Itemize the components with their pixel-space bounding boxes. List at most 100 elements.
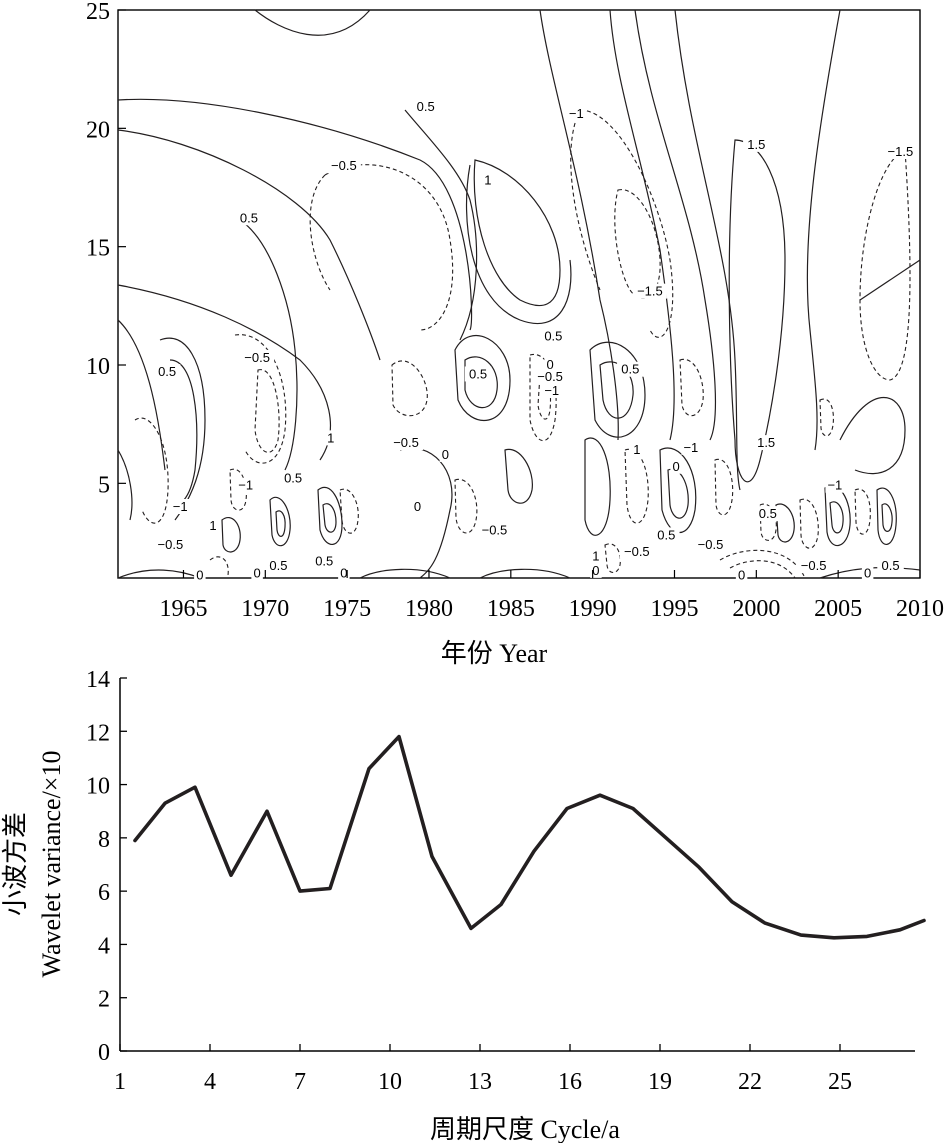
contour-line xyxy=(404,109,478,341)
contour-label-background xyxy=(533,368,568,384)
y-tick-label: 8 xyxy=(98,827,110,853)
y-tick-label: 15 xyxy=(86,236,110,262)
contour-label-group: −0.5 xyxy=(389,435,424,451)
x-tick-label: 19 xyxy=(648,1069,672,1095)
x-tick-label: 1 xyxy=(114,1069,126,1095)
contour-label: −1 xyxy=(238,478,253,493)
contour-line xyxy=(117,129,381,361)
y-axis-title-en: Wavelet variance/×10 xyxy=(37,751,66,978)
contour-line xyxy=(454,335,511,422)
contour-line xyxy=(479,568,571,579)
contour-label-group: −0.5 xyxy=(533,368,568,384)
contour-label-background xyxy=(236,477,256,493)
contour-label-background xyxy=(412,99,439,115)
contour-line xyxy=(504,448,533,504)
contour-label: 0.5 xyxy=(315,553,333,568)
contour-label-group: 0.5 xyxy=(235,210,263,226)
contour-line xyxy=(634,9,717,441)
contour-label: −0.5 xyxy=(158,537,184,552)
contour-label-background xyxy=(681,439,701,455)
contour-label-group: 0.5 xyxy=(153,364,181,380)
contour-line xyxy=(221,517,241,553)
x-tick-label: 22 xyxy=(738,1069,762,1095)
contour-line xyxy=(465,164,572,325)
contour-line xyxy=(714,458,734,516)
contour-label-group: 0.5 xyxy=(754,506,782,522)
contour-line xyxy=(529,353,557,442)
x-axis-title: 周期尺度 Cycle/a xyxy=(430,1115,620,1143)
contour-label: 0 xyxy=(414,499,421,514)
contour-line xyxy=(539,9,619,441)
contour-lines-negative xyxy=(134,109,911,579)
y-tick-label: 10 xyxy=(86,354,110,380)
contour-label-background xyxy=(861,565,874,581)
contour-label-background xyxy=(464,366,492,382)
contour-label-background xyxy=(540,328,567,344)
y-tick-label: 14 xyxy=(86,667,110,693)
x-tick-label: 1965 xyxy=(159,596,207,622)
contour-label-group: 0 xyxy=(338,565,350,581)
contour-label-background xyxy=(389,435,424,451)
contour-label-group: −0.5 xyxy=(477,522,512,538)
contour-label-background xyxy=(240,349,275,365)
contour-label-background xyxy=(877,558,904,574)
contour-label: 1 xyxy=(327,430,334,445)
contour-label-background xyxy=(207,517,219,533)
contour-line xyxy=(759,503,777,541)
y-tick-label: 25 xyxy=(86,0,110,25)
contour-label-group: 0.5 xyxy=(310,553,338,569)
x-tick-label: 1980 xyxy=(405,596,453,622)
contour-label-background xyxy=(477,522,512,538)
contour-label-group: −1 xyxy=(542,383,562,399)
contour-line xyxy=(169,359,198,505)
contour-label: 0.5 xyxy=(158,364,176,379)
contour-label-group: −0.5 xyxy=(240,349,275,365)
contour-label-group: 0 xyxy=(194,567,206,583)
contour-label-group: 0 xyxy=(544,357,556,372)
contour-label: 0 xyxy=(340,565,347,580)
contour-label-group: 0.5 xyxy=(877,558,904,574)
contour-line xyxy=(275,510,286,537)
contour-label: −1 xyxy=(173,499,188,514)
x-tick-label: 1995 xyxy=(650,596,698,622)
x-tick-label: 4 xyxy=(204,1069,216,1095)
contour-line xyxy=(391,360,428,417)
contour-label-group: −1 xyxy=(825,477,845,493)
contour-line xyxy=(339,488,359,534)
contour-label: 0.5 xyxy=(621,362,639,377)
contour-label: −0.5 xyxy=(331,158,357,173)
contour-line xyxy=(624,448,649,524)
contour-label: 0 xyxy=(442,447,449,462)
contour-line xyxy=(819,398,834,437)
contour-line xyxy=(614,189,661,299)
contour-label: −1 xyxy=(544,383,559,398)
contour-label-background xyxy=(542,383,562,399)
contour-label-background xyxy=(619,543,654,559)
contour-label-group: −1 xyxy=(566,106,586,122)
contour-label: 1 xyxy=(633,442,640,457)
contour-line xyxy=(159,337,206,521)
contour-line xyxy=(464,356,498,409)
contour-label: −1 xyxy=(683,440,698,455)
contour-line xyxy=(473,159,561,307)
y-tick-label: 2 xyxy=(98,987,110,1013)
contour-label: 1.5 xyxy=(747,137,765,152)
contour-line xyxy=(399,447,453,579)
contour-line xyxy=(599,361,634,419)
variance-series xyxy=(133,734,926,940)
contour-label: −0.5 xyxy=(482,523,508,538)
contour-label: 0.5 xyxy=(240,210,258,225)
contour-label-background xyxy=(670,458,682,474)
contour-label-group: −1 xyxy=(236,477,256,493)
contour-label-background xyxy=(482,172,494,188)
contour-line xyxy=(728,139,786,483)
contour-label-background xyxy=(632,283,667,299)
contour-line xyxy=(609,9,675,441)
x-tick-label: 1985 xyxy=(487,596,535,622)
contour-label-group: 0 xyxy=(411,499,424,514)
contour-label-group: −0.5 xyxy=(619,543,654,559)
contour-line xyxy=(454,478,478,534)
x-axis-title: 年份 Year xyxy=(441,639,548,668)
contour-plot-frame xyxy=(117,9,921,579)
